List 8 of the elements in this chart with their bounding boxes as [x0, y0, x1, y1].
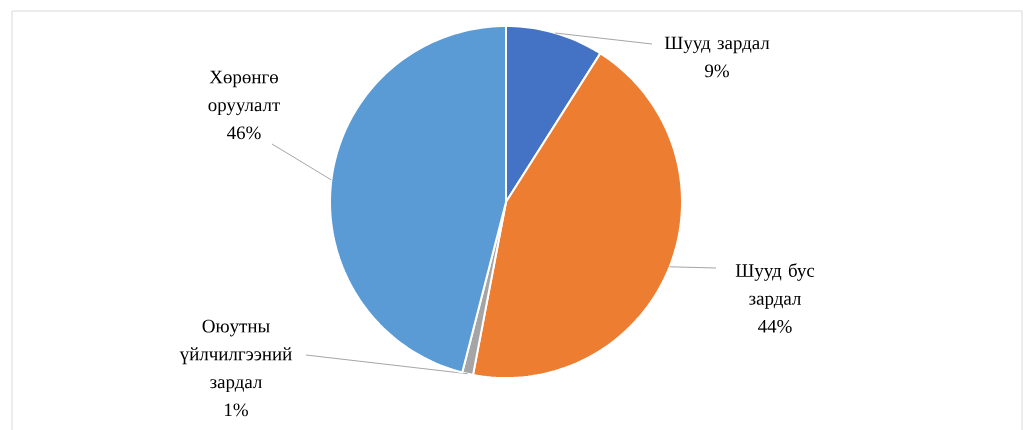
slice-label: Шууд зардал	[664, 36, 770, 54]
slice-label: Хөрөнгө оруулалт	[208, 70, 280, 116]
slice-label: Шууд бус зардал	[735, 263, 815, 309]
data-label: 44%	[758, 319, 792, 333]
slice-label: Оюутны үйлчилгээний зардал	[179, 319, 292, 393]
data-label: 46%	[227, 126, 261, 140]
data-label: 1%	[225, 403, 248, 417]
data-label: 9%	[705, 64, 729, 78]
